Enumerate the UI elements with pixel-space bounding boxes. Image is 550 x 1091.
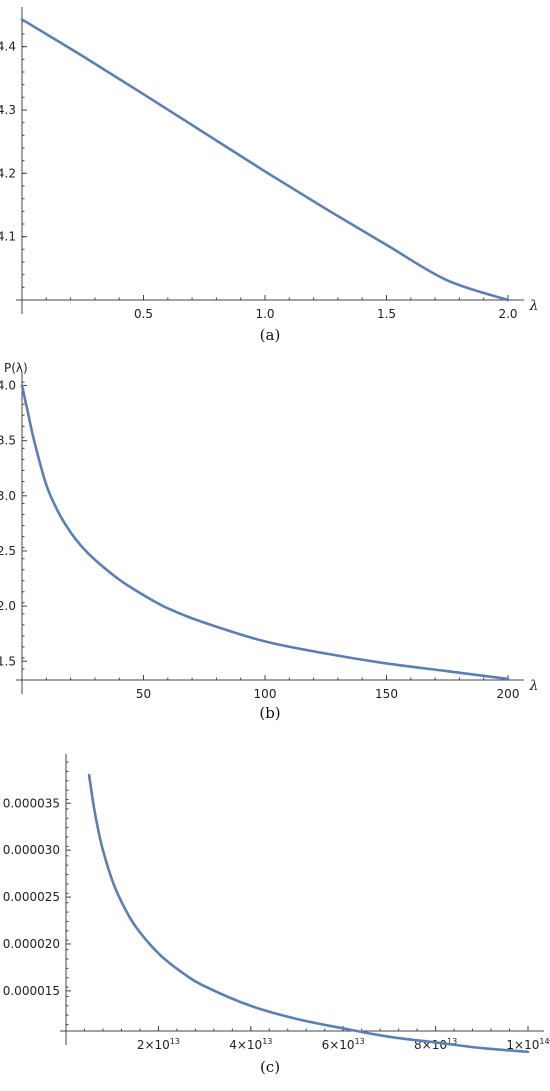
chart-a: 4.1 4.2 4.3 4.4 0.5 1.0 1.5 2.0 λ (a) [0,7,538,344]
caption-c: (c) [260,1058,280,1076]
y-tick-label-b: 1.5 [0,654,16,668]
x-tick-label-b: 200 [497,687,520,701]
chart-b: 1.5 2.0 2.5 3.0 3.5 4.0 50 100 150 200 λ P(λ) (b) [0,361,538,722]
y-tick-label-a: 4.2 [0,166,16,180]
y-tick-label-b: 2.0 [0,599,16,613]
x-tick-label-b: 50 [136,687,151,701]
y-tick-label-a: 4.1 [0,230,16,244]
chart-c: 0.000015 0.000020 0.000025 0.000030 0.000035… [3,754,550,1076]
x-tick-label-c: 4×1013 [229,1037,272,1052]
x-tick-label-c: 2×1013 [137,1037,180,1052]
y-tick-label-c: 0.000035 [3,796,60,810]
x-tick-label-a: 0.5 [134,307,153,321]
y-axis-label-b: P(λ) [4,361,28,375]
x-tick-label-b: 150 [375,687,398,701]
x-tick-label-a: 1.5 [377,307,396,321]
series-line-a [20,18,510,302]
series-line-c [87,773,530,1054]
x-axis-label-a: λ [529,298,539,314]
y-tick-label-c: 0.000015 [3,984,60,998]
x-tick-label-c: 6×1013 [322,1037,365,1052]
y-tick-label-b: 3.5 [0,434,16,448]
y-tick-label-c: 0.000020 [3,937,60,951]
y-tick-label-b: 3.0 [0,489,16,503]
y-tick-label-c: 0.000025 [3,890,60,904]
y-tick-label-b: 2.5 [0,544,16,558]
x-tick-label-b: 100 [254,687,277,701]
y-tick-label-a: 4.3 [0,103,16,117]
x-axis-label-b: λ [529,678,539,694]
x-tick-label-c: 1×1014 [506,1037,549,1052]
series-line-b [20,384,510,681]
y-tick-label-c: 0.000030 [3,843,60,857]
caption-b: (b) [259,704,280,722]
x-tick-label-a: 2.0 [498,307,517,321]
x-tick-label-a: 1.0 [255,307,274,321]
x-axis-label-c: λ [549,1029,550,1045]
caption-a: (a) [260,326,281,344]
y-tick-label-a: 4.4 [0,40,16,54]
y-tick-label-b: 4.0 [0,379,16,393]
